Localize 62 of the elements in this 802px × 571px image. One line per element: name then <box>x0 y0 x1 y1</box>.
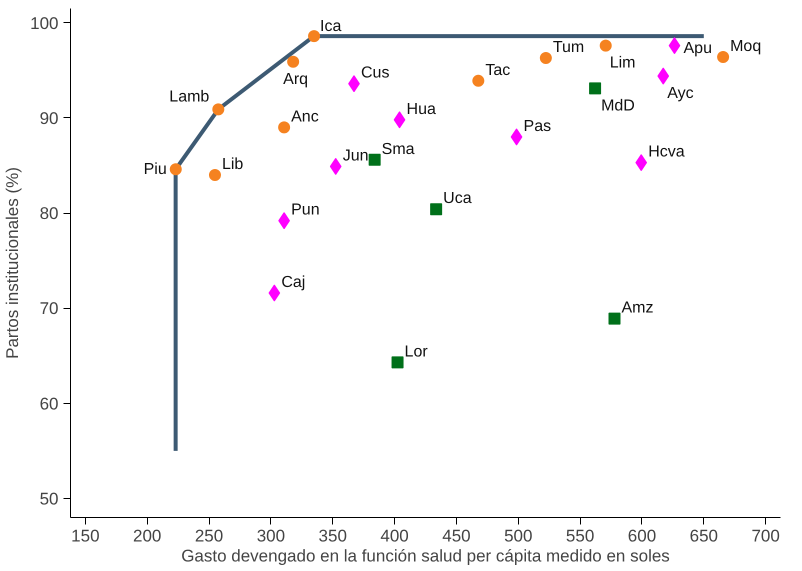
point <box>368 154 381 166</box>
point <box>600 40 612 52</box>
point <box>430 203 442 216</box>
annotation: Anc <box>291 108 319 126</box>
x-tick-label: 250 <box>194 526 224 546</box>
x-tick-label: 350 <box>318 526 347 546</box>
y-tick-label: 80 <box>40 204 59 224</box>
point <box>170 163 182 176</box>
annotation: Pas <box>524 118 552 135</box>
x-axis-title: Gasto devengado en la función salud per cápita medido en soles <box>181 546 670 566</box>
x-tick-label: 150 <box>71 526 100 546</box>
point <box>608 312 621 325</box>
annotation: Sma <box>382 140 415 158</box>
annotation: Lim <box>610 54 636 72</box>
point <box>589 82 602 94</box>
annotation: Ayc <box>667 85 694 102</box>
point <box>540 52 552 64</box>
point <box>657 68 670 85</box>
annotation: Uca <box>443 190 472 208</box>
y-tick-label: 70 <box>40 299 59 318</box>
annotation: Ica <box>320 18 342 36</box>
annotation: Apu <box>683 40 712 58</box>
point <box>635 154 648 172</box>
annotation: Arq <box>283 70 308 88</box>
annotation: Tac <box>485 62 510 79</box>
point <box>472 74 484 87</box>
annotation: Pun <box>291 202 320 219</box>
x-tick-label: 300 <box>256 526 286 546</box>
x-tick-label: 400 <box>380 526 409 546</box>
annotation: Lib <box>222 156 244 173</box>
annotation: Jun <box>342 147 368 164</box>
annotation: Tum <box>552 38 584 56</box>
annotation: Cus <box>361 64 390 82</box>
annotation: Caj <box>281 274 306 291</box>
x-tick-label: 450 <box>442 526 471 546</box>
y-tick-label: 60 <box>40 394 59 414</box>
annotation: Hcva <box>648 144 685 161</box>
annotation: Lor <box>404 343 428 360</box>
annotation: Moq <box>730 38 762 56</box>
y-axis-title: Partos institucionales (%) <box>3 167 22 359</box>
point <box>392 356 404 368</box>
annotation: Amz <box>622 300 654 317</box>
annotation: Piu <box>144 160 167 178</box>
x-tick-label: 600 <box>628 526 656 546</box>
y-tick-label: 100 <box>30 14 59 33</box>
annotation: Lamb <box>169 88 210 106</box>
x-tick-label: 650 <box>690 526 718 546</box>
annotation: Hua <box>406 100 436 118</box>
point <box>717 51 730 64</box>
x-tick-label: 550 <box>566 526 594 546</box>
y-tick-label: 90 <box>40 108 59 128</box>
point <box>278 121 290 134</box>
x-tick-label: 200 <box>133 526 162 546</box>
point <box>330 158 342 175</box>
point <box>208 169 221 181</box>
y-tick-label: 50 <box>40 489 59 508</box>
x-tick-label: 700 <box>751 526 780 546</box>
x-tick-label: 500 <box>504 526 532 546</box>
point <box>287 56 300 68</box>
annotation: MdD <box>601 97 635 114</box>
point <box>212 103 224 116</box>
point <box>308 30 320 42</box>
